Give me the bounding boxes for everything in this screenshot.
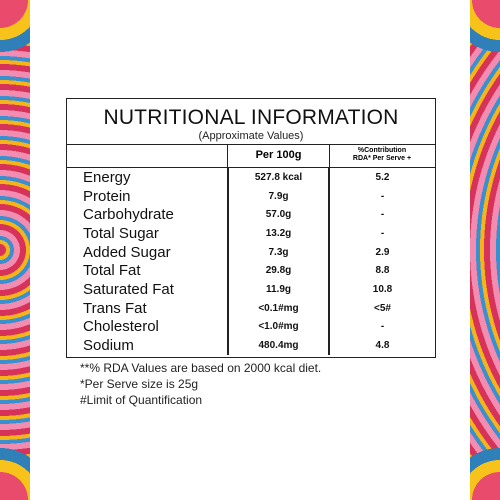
nutrient-name: Saturated Fat [83,280,174,298]
table-row: Carbohydrate 57.0g - [67,205,435,224]
rda-value: <5# [374,302,391,314]
table-subtitle: (Approximate Values) [67,130,435,145]
rda-value: - [380,190,385,202]
table-row: Trans Fat <0.1#mg <5# [67,299,435,318]
per100-value: 527.8 kcal [254,171,303,183]
table-title: NUTRITIONAL INFORMATION [103,106,399,129]
per100-value: <1.0#mg [258,321,299,333]
per100-value: 13.2g [265,227,292,239]
nutrient-name: Total Sugar [83,224,159,242]
table-row: Added Sugar 7.3g 2.9 [67,243,435,262]
per100-value: 11.9g [265,283,292,295]
rda-value: 8.8 [375,265,390,277]
per100-value: 29.8g [265,265,292,277]
table-header: Per 100g %Contribution RDA* Per Serve + [67,145,435,168]
rda-value: - [380,321,385,333]
rda-value: 5.2 [375,171,390,183]
nutrient-name: Trans Fat [83,299,147,317]
table-row: Protein 7.9g - [67,187,435,206]
footnote-serve-size: *Per Serve size is 25g [80,377,199,391]
per100-value: 7.9g [268,190,289,202]
nutrient-name: Added Sugar [83,243,171,261]
rda-value: 10.8 [372,283,393,295]
footnote-loq: #Limit of Quantification [80,393,203,407]
table-row: Cholesterol <1.0#mg - [67,318,435,337]
table-row: Total Sugar 13.2g - [67,224,435,243]
header-rda-line2: RDA* Per Serve + [352,155,412,162]
nutrient-name: Energy [83,168,131,186]
nutrition-table: NUTRITIONAL INFORMATION (Approximate Val… [66,98,436,358]
footnote-rda: **% RDA Values are based on 2000 kcal di… [80,361,322,375]
table-row: Sodium 480.4mg 4.8 [67,336,435,355]
rda-value: - [380,209,385,221]
table-row: Energy 527.8 kcal 5.2 [67,168,435,187]
table-body: Energy 527.8 kcal 5.2 Protein 7.9g - Car… [67,168,435,355]
header-rda-line1: %Contribution [357,147,407,154]
rda-value: 2.9 [375,246,390,258]
nutrient-name: Protein [83,187,131,205]
nutrient-name: Carbohydrate [83,206,174,224]
table-row: Saturated Fat 11.9g 10.8 [67,280,435,299]
nutrient-name: Sodium [83,337,134,355]
per100-value: <0.1#mg [258,302,299,314]
rda-value: - [380,227,385,239]
table-row: Total Fat 29.8g 8.8 [67,261,435,280]
column-divider [227,168,229,355]
per100-value: 7.3g [268,246,289,258]
per100-value: 480.4mg [258,340,299,352]
rda-value: 4.8 [375,340,390,352]
header-rda: %Contribution RDA* Per Serve + [329,147,435,163]
column-divider [328,168,330,355]
nutrient-name: Cholesterol [83,318,159,336]
nutrient-name: Total Fat [83,262,141,280]
header-per-100g: Per 100g [227,145,330,167]
footnotes: **% RDA Values are based on 2000 kcal di… [80,360,321,408]
per100-value: 57.0g [265,209,292,221]
